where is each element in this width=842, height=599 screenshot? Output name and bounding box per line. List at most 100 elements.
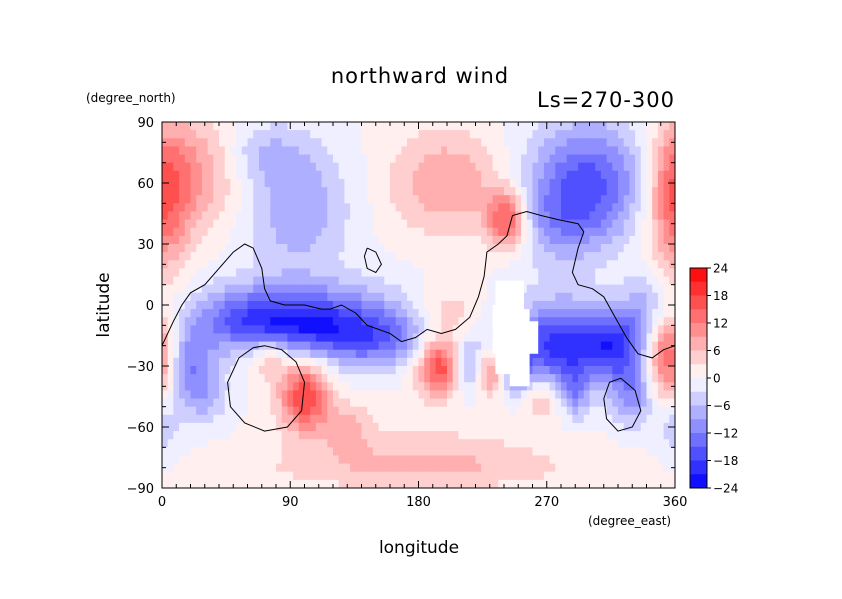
field-cell [663, 414, 670, 424]
field-cell [281, 219, 288, 229]
field-cell [424, 398, 431, 408]
field-cell [657, 203, 665, 213]
field-cell [304, 170, 311, 180]
field-cell [589, 455, 596, 465]
field-cell [201, 260, 209, 269]
field-cell [333, 268, 340, 278]
field-cell [333, 195, 340, 204]
field-cell [321, 292, 328, 302]
field-cell [327, 203, 334, 213]
field-cell [344, 325, 351, 335]
field-cell [367, 260, 374, 269]
field-cell [253, 366, 260, 375]
field-cell [247, 309, 254, 318]
field-cell [315, 284, 323, 294]
field-cell [475, 341, 482, 351]
field-cell [441, 349, 448, 359]
field-cell [355, 146, 363, 156]
field-cell [315, 276, 323, 286]
field-cell [361, 357, 368, 367]
field-cell [578, 154, 585, 164]
field-cell [657, 284, 665, 294]
field-cell [264, 390, 271, 400]
field-cell [264, 122, 271, 131]
field-cell [652, 398, 659, 408]
field-cell [452, 300, 459, 310]
field-cell [361, 146, 368, 156]
field-cell [241, 414, 249, 424]
field-cell [589, 317, 596, 326]
field-cell [207, 146, 214, 156]
field-cell [167, 431, 174, 440]
field-cell [572, 187, 579, 196]
field-cell [572, 382, 579, 391]
field-cell [606, 471, 613, 481]
field-cell [589, 390, 596, 400]
field-cell [435, 284, 442, 294]
field-cell [350, 187, 357, 196]
field-cell [543, 195, 551, 204]
field-cell [270, 244, 277, 253]
field-cell [657, 309, 665, 318]
field-cell [629, 300, 636, 310]
field-cell [162, 447, 169, 457]
field-cell [538, 349, 545, 359]
field-cell [287, 455, 294, 465]
field-cell [441, 203, 448, 213]
field-cell [640, 252, 648, 261]
field-cell [469, 276, 477, 286]
field-cell [583, 219, 591, 229]
field-cell [258, 260, 266, 269]
field-cell [595, 260, 602, 269]
field-cell [583, 414, 591, 424]
field-cell [372, 431, 380, 440]
field-cell [258, 130, 266, 139]
field-cell [378, 390, 385, 400]
field-cell [344, 187, 351, 196]
field-cell [589, 439, 596, 448]
field-cell [429, 471, 437, 481]
field-cell [526, 276, 534, 286]
field-cell [201, 325, 209, 335]
field-cell [213, 431, 220, 440]
field-cell [230, 357, 237, 367]
field-cell [230, 374, 237, 383]
field-cell [196, 170, 203, 180]
field-cell [230, 162, 237, 172]
field-cell [350, 349, 357, 359]
field-cell [618, 479, 625, 488]
field-cell [435, 195, 442, 204]
field-cell [447, 325, 454, 335]
field-cell [338, 154, 345, 164]
field-cell [561, 252, 568, 261]
field-cell [543, 300, 551, 310]
field-cell [298, 252, 306, 261]
field-cell [167, 178, 174, 188]
field-cell [600, 227, 608, 237]
colorbar-swatch [690, 446, 707, 461]
field-cell [549, 341, 556, 351]
field-cell [441, 227, 448, 237]
field-cell [253, 374, 260, 383]
field-cell [270, 170, 277, 180]
field-cell [258, 398, 266, 408]
field-cell [293, 130, 300, 139]
field-cell [270, 309, 277, 318]
field-cell [190, 252, 197, 261]
field-cell [298, 471, 306, 481]
field-cell [361, 406, 368, 416]
field-cell [173, 162, 180, 172]
field-cell [555, 317, 562, 326]
field-cell [264, 357, 271, 367]
field-cell [201, 146, 209, 156]
field-cell [538, 325, 545, 335]
field-cell [589, 406, 596, 416]
field-cell [287, 219, 294, 229]
field-cell [486, 292, 494, 302]
field-cell [521, 398, 528, 408]
field-cell [629, 382, 636, 391]
field-cell [327, 406, 334, 416]
field-cell [566, 138, 573, 147]
field-cell [435, 154, 442, 164]
field-cell [173, 292, 180, 302]
